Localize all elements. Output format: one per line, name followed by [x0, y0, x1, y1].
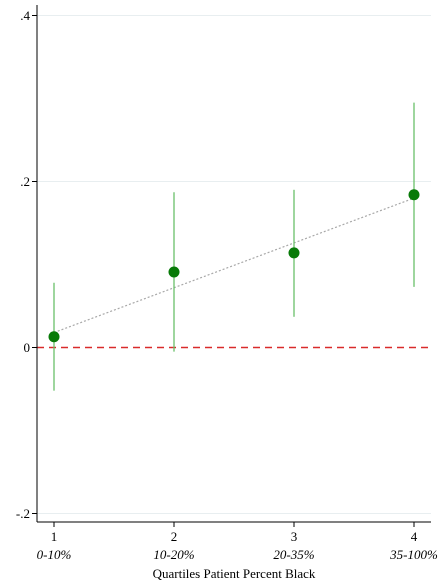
grid-layer — [37, 15, 431, 514]
x-tick-label: 3 — [291, 529, 298, 544]
y-tick-label: .2 — [20, 174, 30, 189]
trend-layer — [53, 197, 415, 334]
data-point — [408, 189, 420, 201]
data-point — [168, 266, 180, 278]
x-tick-label: 2 — [171, 529, 178, 544]
y-tick-label: -.2 — [16, 506, 30, 521]
x-category-label: 0-10% — [37, 547, 72, 562]
data-point — [288, 247, 300, 259]
axis-layer — [32, 5, 431, 527]
data-point — [48, 331, 60, 343]
y-tick-label: 0 — [24, 340, 31, 355]
x-axis-title: Quartiles Patient Percent Black — [153, 566, 316, 581]
label-layer: -.2 0 .2 .4 1 0-10% 2 10-20% 3 20-35% 4 35-100% — [16, 8, 438, 562]
trend-line — [53, 197, 415, 334]
point-layer — [48, 189, 420, 343]
x-category-label: 10-20% — [153, 547, 194, 562]
x-category-label: 20-35% — [273, 547, 314, 562]
x-tick-label: 1 — [51, 529, 58, 544]
x-tick-label: 4 — [411, 529, 418, 544]
x-category-label: 35-100% — [389, 547, 438, 562]
y-tick-label: .4 — [20, 8, 30, 23]
